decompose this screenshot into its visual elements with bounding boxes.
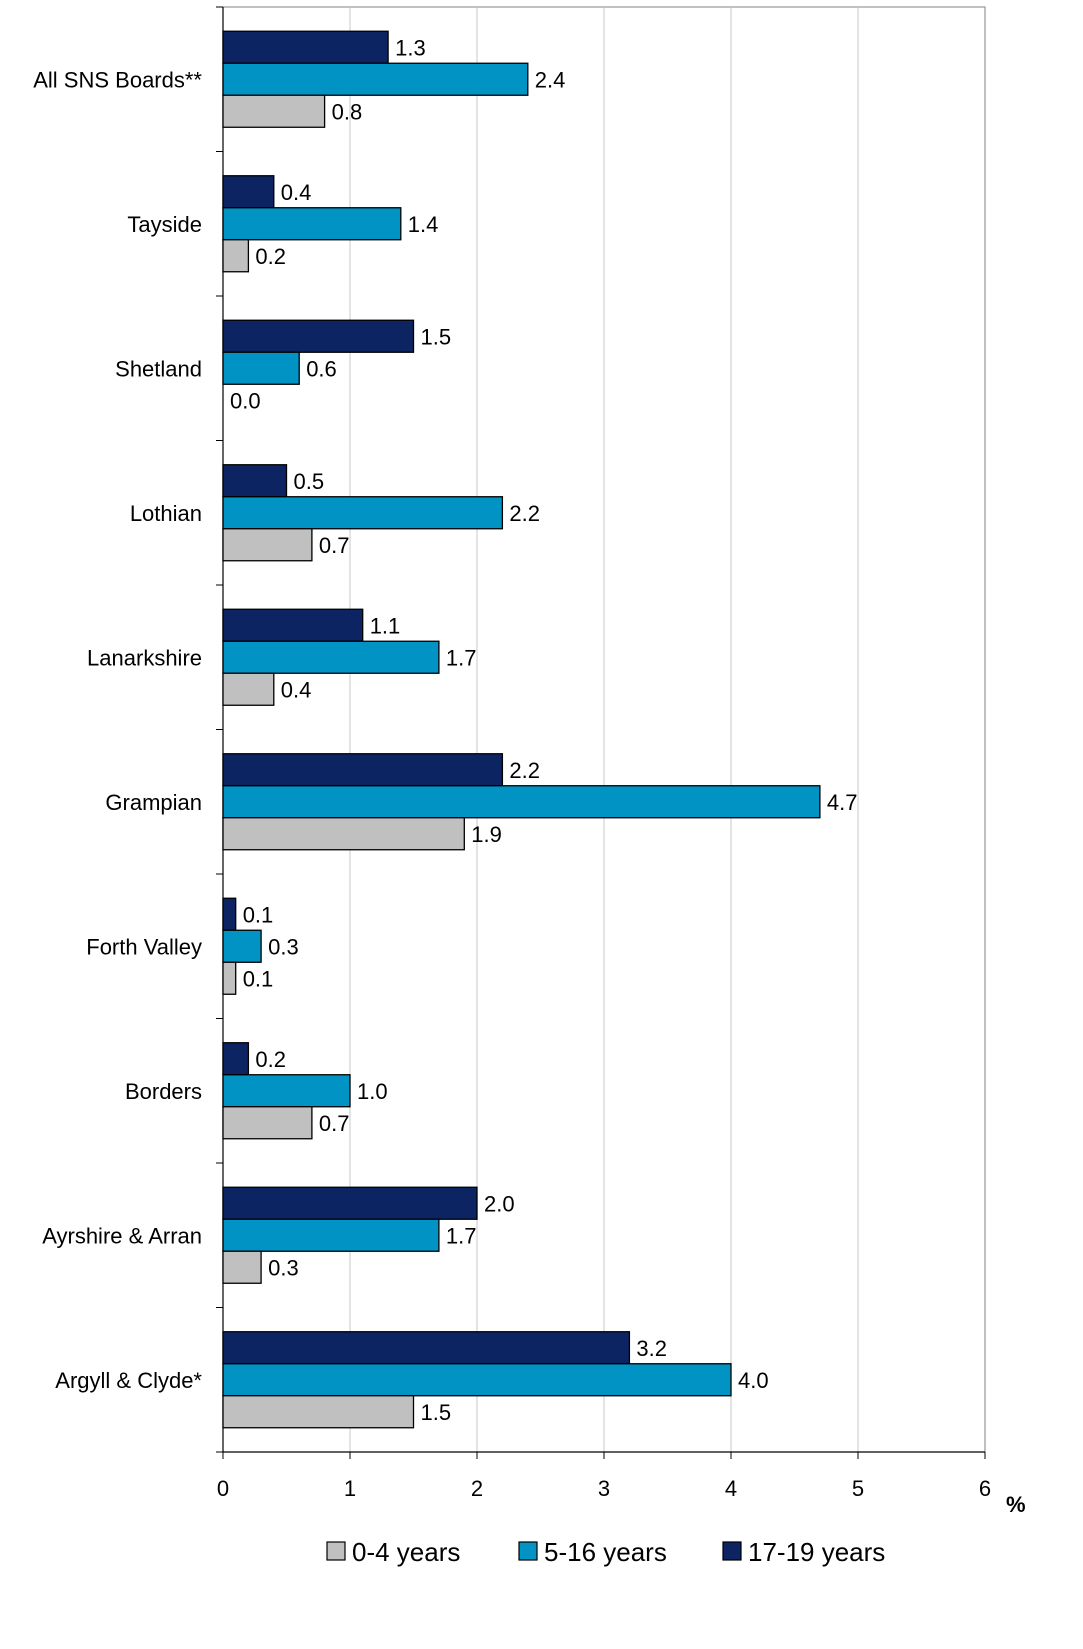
bar: [222, 207, 402, 241]
data-label: 0.4: [281, 677, 312, 702]
legend-label: 5-16 years: [544, 1537, 667, 1567]
category-label: Tayside: [127, 212, 202, 237]
data-label: 0.1: [243, 966, 274, 991]
bar: [222, 961, 237, 995]
bar: [222, 753, 504, 787]
x-tick-label: 5: [852, 1476, 864, 1501]
data-label: 0.3: [268, 934, 299, 959]
x-tick-label: 6: [979, 1476, 991, 1501]
category-label: All SNS Boards**: [33, 67, 202, 92]
bar: [222, 817, 465, 851]
bar: [222, 1363, 732, 1397]
bar: [222, 239, 250, 273]
data-label: 3.2: [636, 1336, 667, 1361]
data-label: 1.5: [421, 1400, 452, 1425]
x-axis-label: %: [1006, 1492, 1026, 1517]
category-label: Ayrshire & Arran: [42, 1223, 202, 1248]
data-label: 0.2: [255, 244, 286, 269]
bar: [222, 929, 262, 963]
data-label: 2.4: [535, 67, 566, 92]
category-label: Forth Valley: [86, 934, 202, 959]
category-label: Grampian: [105, 790, 202, 815]
data-label: 1.3: [395, 35, 426, 60]
data-label: 4.7: [827, 790, 858, 815]
bar: [222, 1331, 631, 1365]
legend-swatch: [326, 1541, 346, 1561]
category-label: Argyll & Clyde*: [55, 1368, 202, 1393]
data-label: 1.5: [421, 324, 452, 349]
x-tick-label: 0: [217, 1476, 229, 1501]
bar: [222, 1074, 351, 1108]
legend-swatch: [722, 1541, 742, 1561]
bar: [222, 785, 821, 819]
bar: [222, 464, 288, 498]
category-label: Shetland: [115, 356, 202, 381]
data-label: 0.7: [319, 533, 350, 558]
bar: [222, 319, 415, 353]
data-label: 0.7: [319, 1111, 350, 1136]
bar: [222, 351, 300, 385]
bar: [222, 1395, 415, 1429]
data-label: 1.7: [446, 645, 477, 670]
data-label: 1.4: [408, 212, 439, 237]
data-label: 0.5: [294, 469, 325, 494]
bar: [222, 1042, 250, 1076]
data-label: 0.1: [243, 902, 274, 927]
bar: [222, 897, 237, 931]
bar: [222, 1250, 262, 1284]
data-label: 2.2: [509, 501, 540, 526]
data-label: 1.0: [357, 1079, 388, 1104]
bar: [222, 640, 440, 674]
x-tick-label: 2: [471, 1476, 483, 1501]
bar: [222, 1106, 313, 1140]
data-label: 0.4: [281, 180, 312, 205]
data-label: 1.9: [471, 822, 502, 847]
data-label: 0.6: [306, 356, 337, 381]
category-label: Lanarkshire: [87, 645, 202, 670]
data-label: 0.3: [268, 1255, 299, 1280]
data-label: 4.0: [738, 1368, 769, 1393]
bar: [222, 175, 275, 209]
data-label: 0.2: [255, 1047, 286, 1072]
category-label: Lothian: [130, 501, 202, 526]
bar: [222, 672, 275, 706]
bar: [222, 30, 389, 64]
data-label: 0.8: [332, 99, 363, 124]
data-label: 2.2: [509, 758, 540, 783]
legend-swatch: [518, 1541, 538, 1561]
legend-label: 0-4 years: [352, 1537, 460, 1567]
bar: [222, 94, 326, 128]
bar: [222, 528, 313, 562]
bar: [222, 1218, 440, 1252]
category-label: Borders: [125, 1079, 202, 1104]
bar: [222, 608, 364, 642]
bar: [222, 496, 504, 530]
bar: [222, 62, 529, 96]
data-label: 2.0: [484, 1191, 515, 1216]
legend-label: 17-19 years: [748, 1537, 885, 1567]
x-tick-label: 4: [725, 1476, 737, 1501]
data-label: 1.7: [446, 1223, 477, 1248]
data-label: 0.0: [230, 388, 261, 413]
x-tick-label: 3: [598, 1476, 610, 1501]
x-tick-label: 1: [344, 1476, 356, 1501]
data-label: 1.1: [370, 613, 401, 638]
bar: [222, 1186, 478, 1220]
